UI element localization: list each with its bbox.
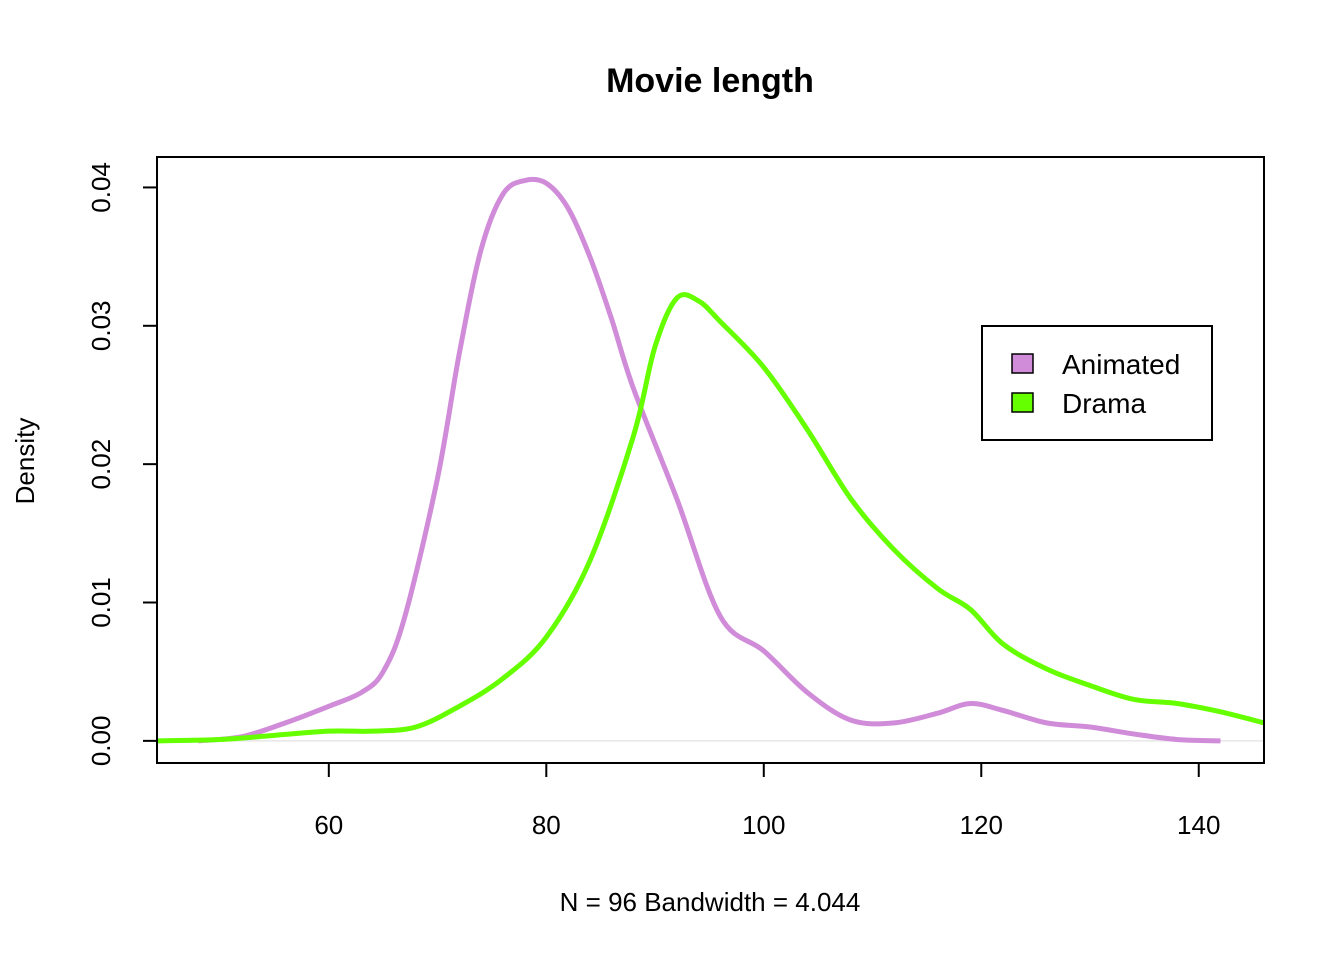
chart-title: Movie length [606,62,814,100]
x-tick-label: 60 [314,810,343,840]
legend-label-animated: Animated [1062,349,1180,380]
legend-swatch-drama [1011,392,1034,413]
y-axis-label: Density [10,418,40,505]
legend-box [981,325,1213,441]
legend-label-drama: Drama [1062,388,1146,419]
series-line-drama [156,292,1265,744]
y-tick-label: 0.04 [86,162,116,213]
series-lines [156,176,1265,744]
x-tick-label: 100 [742,810,785,840]
y-axis: 0.00 0.01 0.02 0.03 0.04 [86,162,158,767]
y-tick-label: 0.01 [86,577,116,628]
series-line-animated [198,176,1221,744]
x-tick-label: 120 [960,810,1003,840]
legend: Animated Drama [981,325,1213,441]
plot-frame [156,156,1265,764]
x-tick-label: 80 [532,810,561,840]
y-tick-label: 0.02 [86,439,116,490]
x-axis-label: N = 96 Bandwidth = 4.044 [560,887,861,917]
x-axis: 60 80 100 120 140 [314,762,1220,840]
y-tick-label: 0.03 [86,300,116,351]
y-tick-label: 0.00 [86,716,116,767]
legend-swatch-animated [1011,353,1034,374]
x-tick-label: 140 [1177,810,1220,840]
